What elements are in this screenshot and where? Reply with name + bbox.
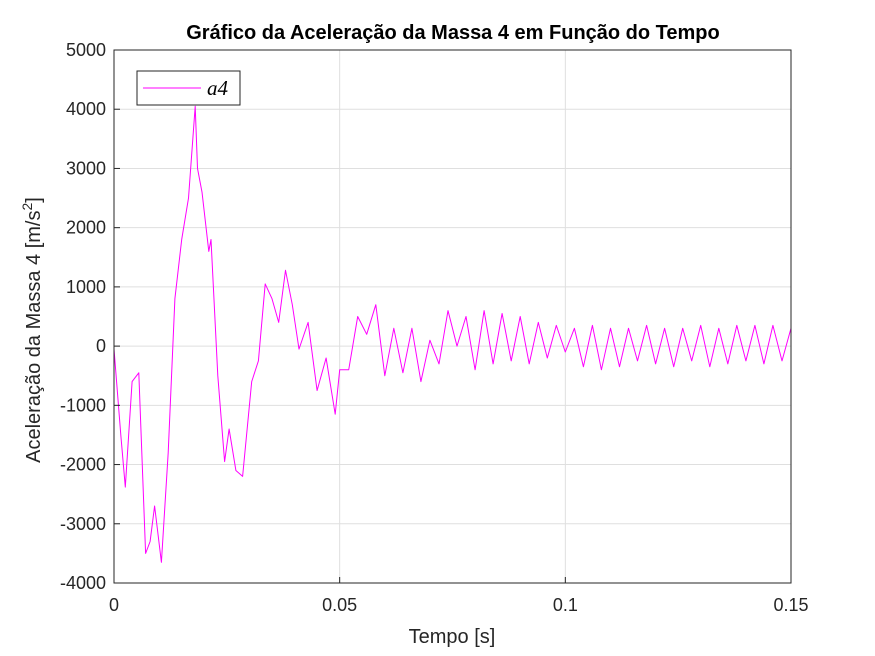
y-axis-label-superscript: 2	[19, 203, 35, 211]
series-line-a4	[113, 105, 792, 563]
y-tick-label: -3000	[60, 514, 106, 534]
y-tick-label: -4000	[60, 573, 106, 593]
x-axis-label: Tempo [s]	[409, 626, 496, 648]
x-tick-label: 0.05	[322, 595, 357, 615]
x-tick-label: 0	[109, 595, 119, 615]
x-tick-label: 0.15	[773, 595, 808, 615]
y-axis-label: Aceleração da Massa 4 [m/s2]	[19, 197, 45, 463]
y-tick-label: -1000	[60, 395, 106, 415]
chart-title: Gráfico da Aceleração da Massa 4 em Funç…	[186, 22, 720, 44]
legend: a4	[136, 70, 241, 106]
y-axis-label-end: ]	[23, 197, 45, 203]
y-tick-label: -2000	[60, 455, 106, 475]
y-tick-label: 2000	[66, 218, 106, 238]
grid-lines	[113, 49, 792, 584]
y-tick-label: 1000	[66, 277, 106, 297]
tick-labels: -4000 -3000 -2000 -1000 0 1000 2000 3000 4000 500…	[60, 40, 809, 615]
y-tick-label: 3000	[66, 158, 106, 178]
series-lines	[113, 105, 792, 563]
y-tick-label: 0	[96, 336, 106, 356]
x-tick-label: 0.1	[553, 595, 578, 615]
legend-label: a4	[207, 76, 229, 100]
y-tick-label: 4000	[66, 99, 106, 119]
axes-box	[113, 49, 792, 584]
y-axis-label-main: Aceleração da Massa 4 [m/s	[23, 211, 45, 463]
y-tick-label: 5000	[66, 40, 106, 60]
